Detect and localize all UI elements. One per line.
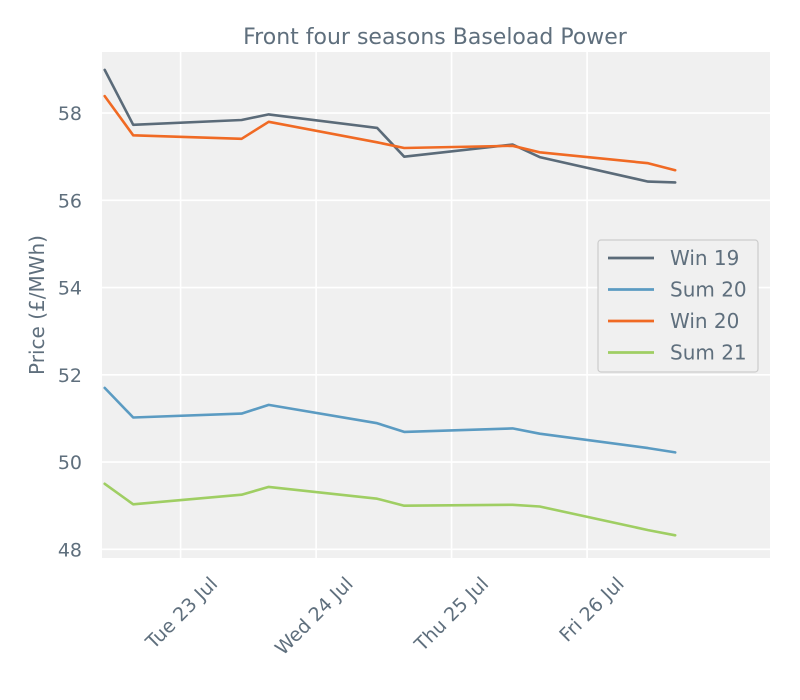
y-axis-ticks: 48 50 52 54 56 58 — [58, 103, 82, 561]
y-tick-label: 54 — [58, 278, 82, 300]
series-lines — [103, 68, 677, 537]
x-tick-label: Thu 25 Jul — [410, 573, 493, 656]
y-tick-label: 56 — [58, 190, 82, 212]
grid-lines — [102, 52, 770, 558]
legend-label: Sum 20 — [670, 278, 747, 302]
series-line — [103, 482, 677, 537]
series-line — [103, 386, 677, 454]
y-tick-label: 50 — [58, 452, 82, 474]
x-tick-label: Fri 26 Jul — [555, 573, 628, 646]
y-tick-label: 52 — [58, 365, 82, 387]
y-tick-label: 58 — [58, 103, 82, 125]
legend-label: Sum 21 — [670, 341, 747, 365]
y-axis-label: Price (£/MWh) — [25, 235, 49, 375]
x-tick-label: Tue 23 Jul — [141, 573, 222, 654]
x-tick-label: Wed 24 Jul — [271, 573, 358, 660]
series-line — [103, 94, 677, 172]
legend-label: Win 20 — [670, 309, 739, 333]
x-axis-ticks: Tue 23 Jul Wed 24 Jul Thu 25 Jul Fri 26 Jul — [141, 573, 629, 660]
y-tick-label: 48 — [58, 539, 82, 561]
series-line — [103, 68, 677, 184]
chart-title: Front four seasons Baseload Power — [243, 25, 628, 50]
legend-box — [597, 239, 759, 373]
legend: Win 19 Sum 20 Win 20 Sum 21 — [597, 239, 759, 373]
legend-label: Win 19 — [670, 246, 739, 270]
